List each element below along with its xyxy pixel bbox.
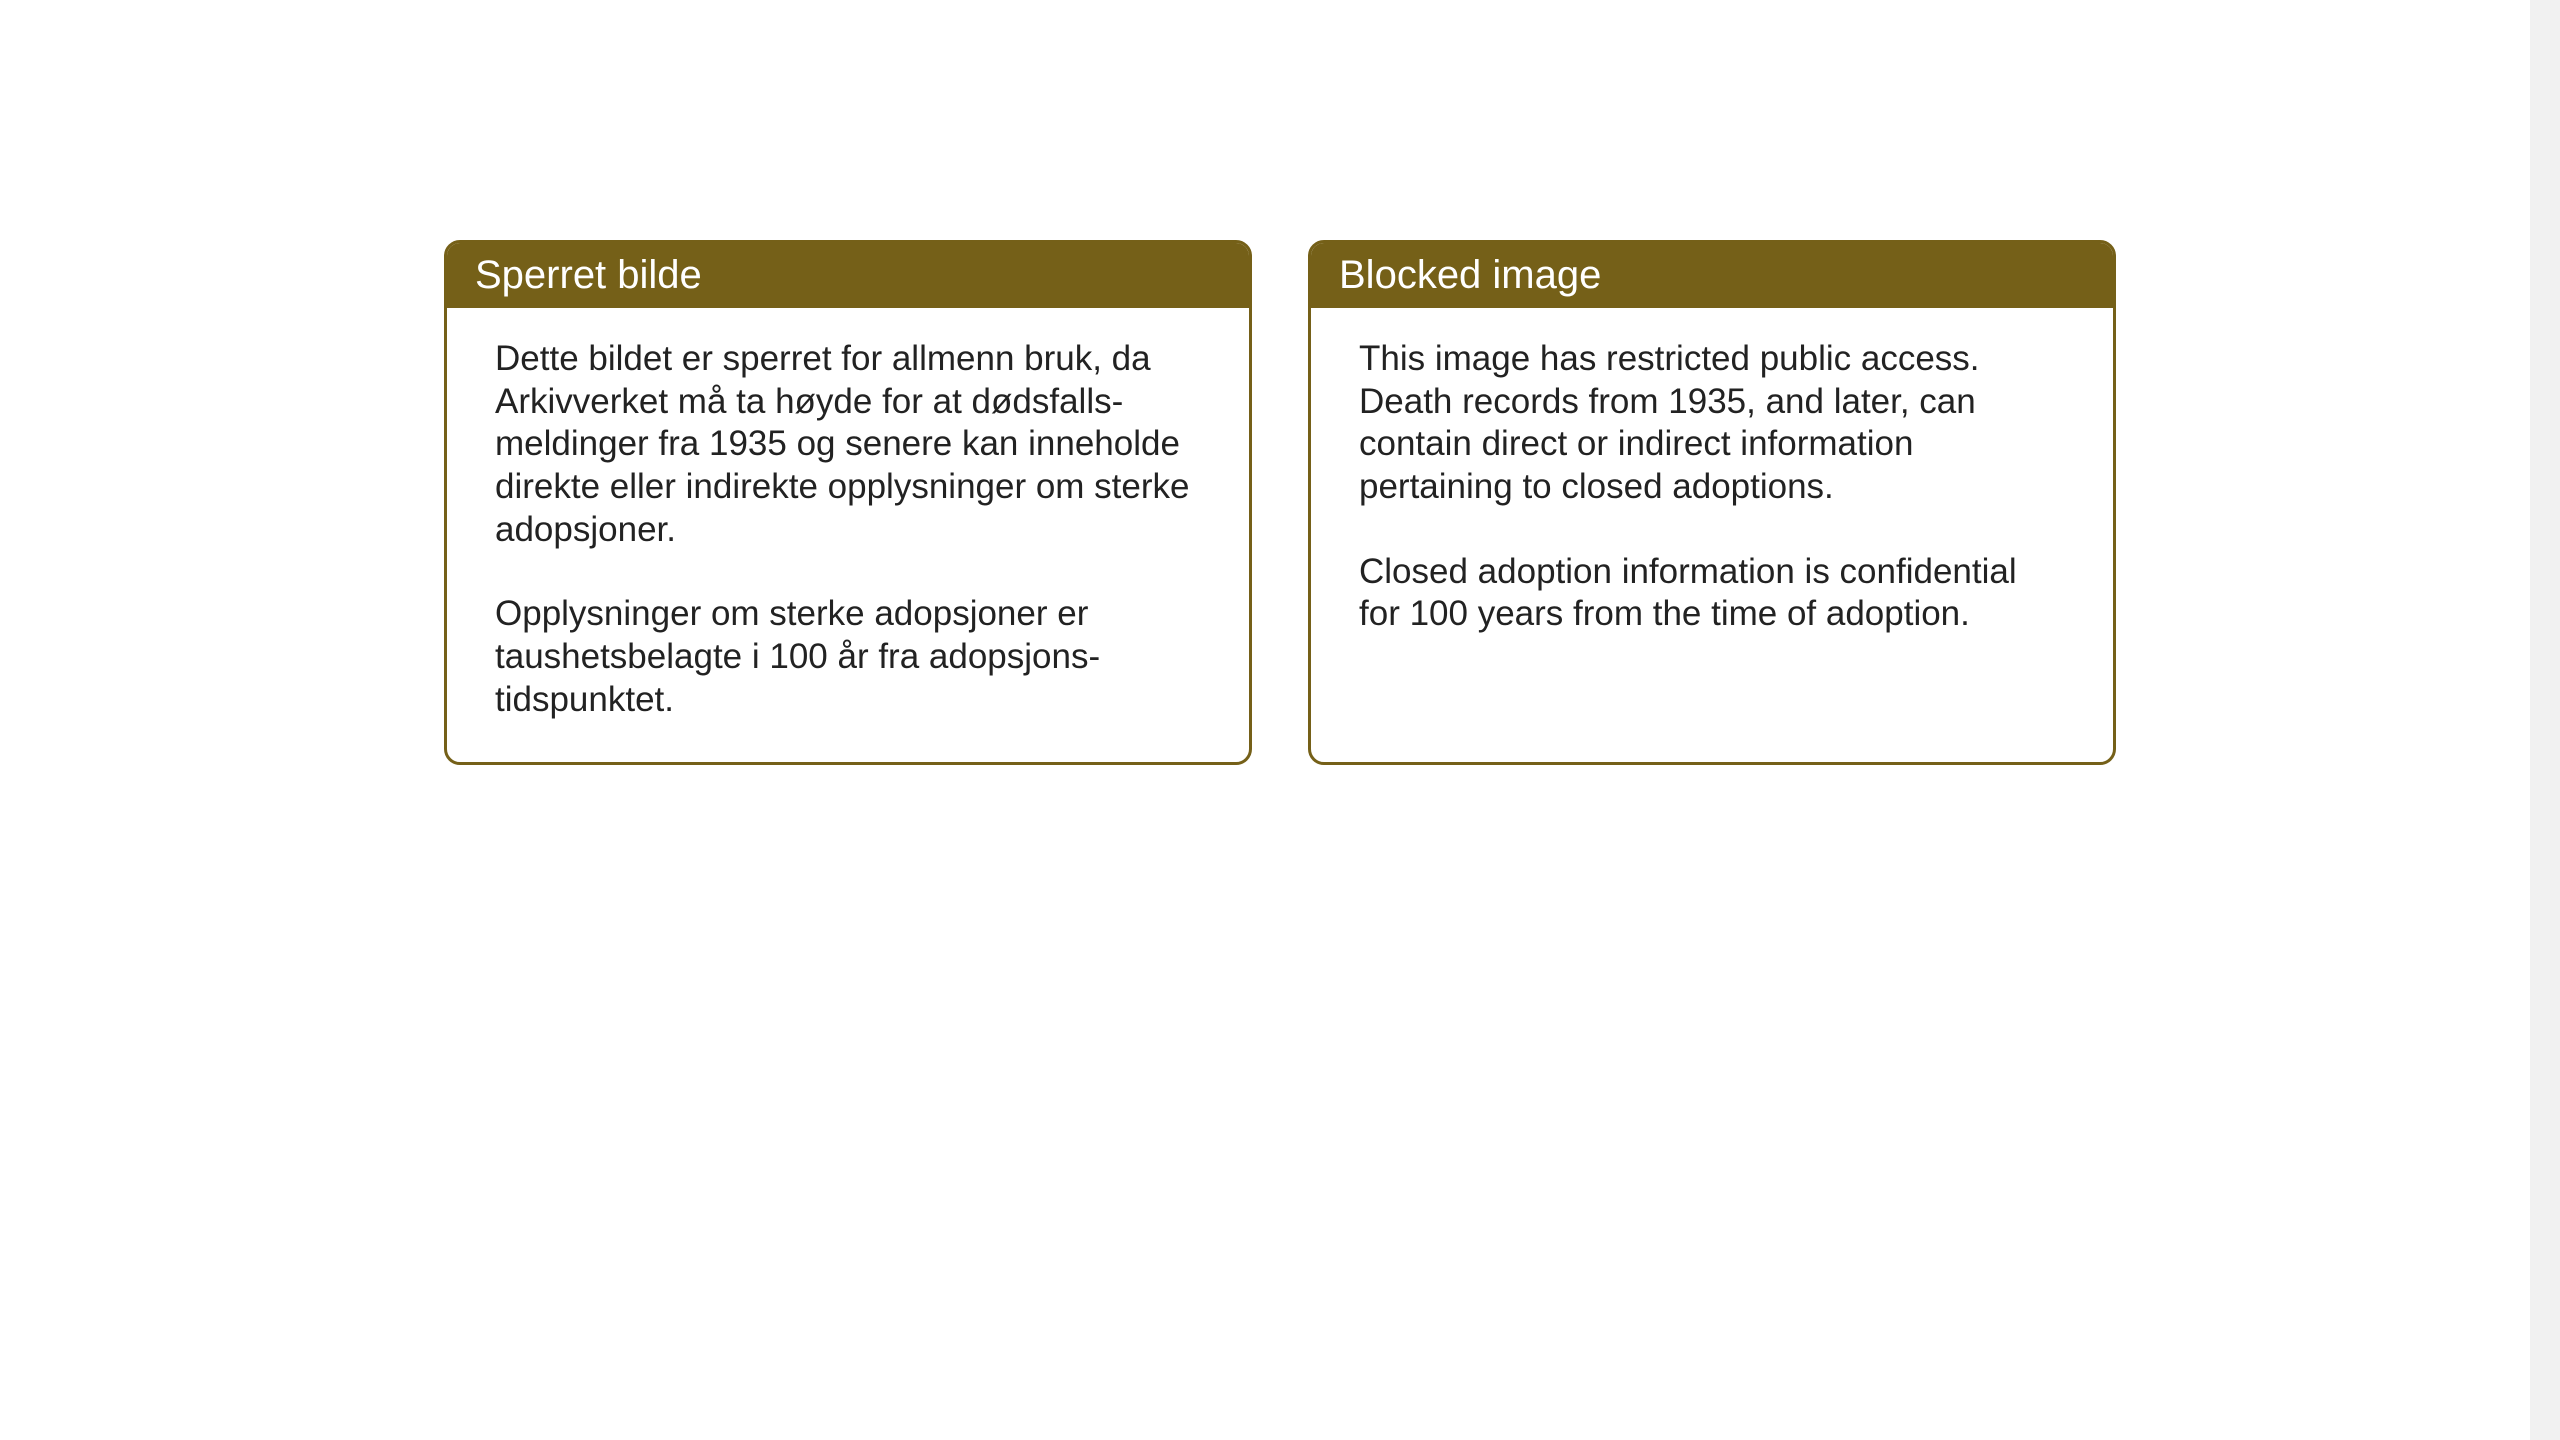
card-paragraph-2-norwegian: Opplysninger om sterke adopsjoner er tau…: [495, 593, 1201, 721]
card-body-norwegian: Dette bildet er sperret for allmenn bruk…: [447, 308, 1249, 762]
card-title-norwegian: Sperret bilde: [475, 253, 702, 297]
card-title-english: Blocked image: [1339, 253, 1601, 297]
card-english: Blocked image This image has restricted …: [1308, 240, 2116, 765]
card-paragraph-1-norwegian: Dette bildet er sperret for allmenn bruk…: [495, 338, 1201, 551]
card-header-english: Blocked image: [1311, 243, 2113, 308]
card-paragraph-2-english: Closed adoption information is confident…: [1359, 551, 2065, 636]
cards-container: Sperret bilde Dette bildet er sperret fo…: [444, 240, 2116, 765]
card-norwegian: Sperret bilde Dette bildet er sperret fo…: [444, 240, 1252, 765]
card-body-english: This image has restricted public access.…: [1311, 308, 2113, 676]
card-header-norwegian: Sperret bilde: [447, 243, 1249, 308]
card-paragraph-1-english: This image has restricted public access.…: [1359, 338, 2065, 509]
scrollbar[interactable]: [2530, 0, 2560, 1440]
